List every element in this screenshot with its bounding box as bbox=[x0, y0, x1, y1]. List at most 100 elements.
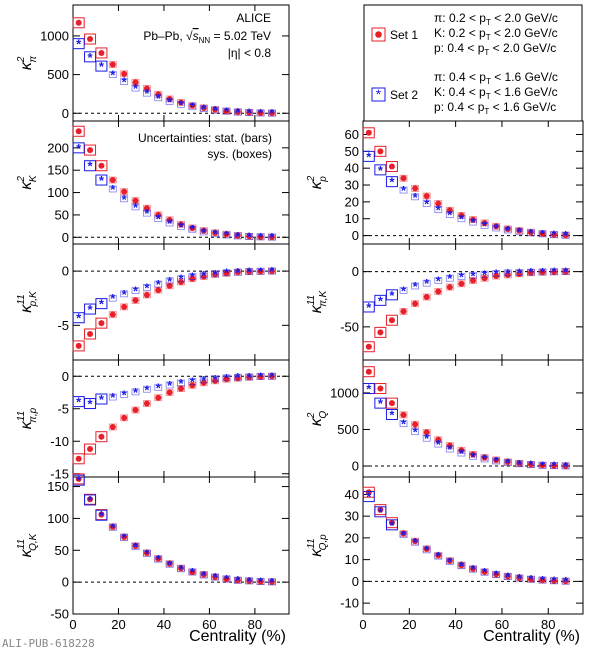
data-point: * bbox=[269, 369, 275, 384]
data-point bbox=[166, 389, 173, 396]
data-point: * bbox=[110, 390, 116, 405]
sys-box bbox=[469, 452, 477, 460]
sys-box bbox=[108, 523, 117, 531]
data-point bbox=[527, 269, 534, 276]
data-point: * bbox=[447, 271, 453, 286]
data-point bbox=[132, 407, 139, 414]
series-set1 bbox=[362, 366, 570, 470]
data-point: * bbox=[88, 50, 94, 65]
data-point bbox=[377, 329, 384, 336]
y-tick-label: -50 bbox=[340, 319, 359, 334]
data-point: * bbox=[540, 265, 546, 280]
sys-box bbox=[362, 150, 375, 162]
data-point: * bbox=[389, 518, 395, 533]
data-point: * bbox=[99, 297, 105, 312]
data-point: * bbox=[269, 230, 275, 245]
sys-box bbox=[108, 185, 117, 193]
sys-box bbox=[222, 107, 231, 115]
sys-box bbox=[445, 445, 454, 453]
data-point bbox=[446, 442, 453, 449]
data-point bbox=[257, 109, 264, 116]
y-tick-label: 50 bbox=[55, 207, 69, 222]
x-tick-label: 60 bbox=[202, 617, 216, 632]
sys-box bbox=[469, 565, 477, 573]
data-point bbox=[75, 455, 82, 462]
sys-box bbox=[385, 289, 398, 301]
data-point: * bbox=[178, 220, 184, 235]
data-point: * bbox=[378, 293, 384, 308]
sys-box bbox=[492, 224, 501, 232]
data-point: * bbox=[224, 371, 230, 386]
data-point bbox=[551, 462, 558, 469]
data-point: * bbox=[378, 396, 384, 411]
y-tick-label: 500 bbox=[47, 67, 69, 82]
sys-box bbox=[492, 571, 501, 579]
data-point bbox=[87, 446, 94, 453]
data-point bbox=[388, 163, 395, 170]
sys-box bbox=[374, 164, 387, 176]
data-point bbox=[98, 49, 105, 56]
y-axis-label: κ2p bbox=[306, 175, 329, 189]
data-point bbox=[98, 320, 105, 327]
sys-box bbox=[131, 287, 140, 295]
data-point bbox=[470, 216, 476, 223]
x-tick-label: 0 bbox=[359, 617, 366, 632]
collision-system: Pb–Pb, √sNN = 5.02 TeV bbox=[143, 29, 271, 45]
data-point bbox=[246, 374, 253, 381]
sys-box bbox=[245, 268, 254, 276]
sys-box bbox=[256, 233, 265, 241]
data-point bbox=[504, 271, 511, 278]
data-point bbox=[87, 147, 94, 154]
data-point bbox=[423, 192, 430, 199]
data-point bbox=[75, 128, 82, 135]
set2-cut-K: K: 0.4 < pT < 1.6 GeV/c bbox=[434, 85, 558, 101]
sys-box bbox=[515, 269, 524, 276]
data-point bbox=[143, 400, 150, 407]
data-point: * bbox=[122, 387, 128, 402]
data-point: * bbox=[133, 200, 139, 215]
data-point bbox=[75, 19, 82, 26]
data-point: * bbox=[122, 192, 128, 207]
data-point bbox=[121, 303, 128, 310]
sys-box bbox=[222, 269, 231, 277]
set1-label: Set 1 bbox=[390, 28, 418, 42]
data-point: * bbox=[247, 265, 253, 280]
sys-box bbox=[131, 388, 140, 396]
sys-box bbox=[95, 60, 108, 72]
y-tick-label: -10 bbox=[340, 596, 359, 611]
x-tick-label: 80 bbox=[541, 617, 555, 632]
data-point bbox=[212, 271, 219, 278]
data-point: * bbox=[494, 454, 500, 469]
data-point: * bbox=[201, 373, 207, 388]
panel-frame bbox=[72, 476, 290, 615]
data-point bbox=[412, 421, 419, 428]
sys-box bbox=[165, 277, 174, 285]
sys-box bbox=[233, 108, 242, 116]
sys-box bbox=[188, 103, 197, 111]
sys-box bbox=[480, 568, 489, 576]
sys-box bbox=[199, 376, 208, 384]
data-point: * bbox=[436, 549, 442, 564]
sys-box bbox=[142, 385, 151, 393]
sys-box bbox=[538, 268, 547, 276]
sys-box bbox=[188, 378, 197, 385]
sys-box bbox=[165, 381, 174, 389]
data-point bbox=[493, 571, 500, 578]
sys-box bbox=[177, 223, 185, 230]
data-point bbox=[539, 269, 546, 276]
sys-box bbox=[199, 571, 208, 579]
sys-box bbox=[526, 575, 535, 583]
data-point: * bbox=[235, 105, 241, 120]
sys-box bbox=[374, 145, 387, 157]
sys-box bbox=[469, 271, 477, 279]
data-point: * bbox=[156, 212, 162, 227]
sys-box bbox=[84, 160, 97, 172]
data-point bbox=[527, 576, 534, 583]
data-point bbox=[365, 129, 372, 136]
data-point bbox=[155, 211, 162, 218]
sys-box bbox=[211, 573, 220, 581]
sys-box bbox=[399, 420, 408, 428]
data-point bbox=[446, 557, 453, 564]
set1-marker-box bbox=[371, 27, 386, 42]
y-tick-label: -15 bbox=[50, 466, 69, 481]
